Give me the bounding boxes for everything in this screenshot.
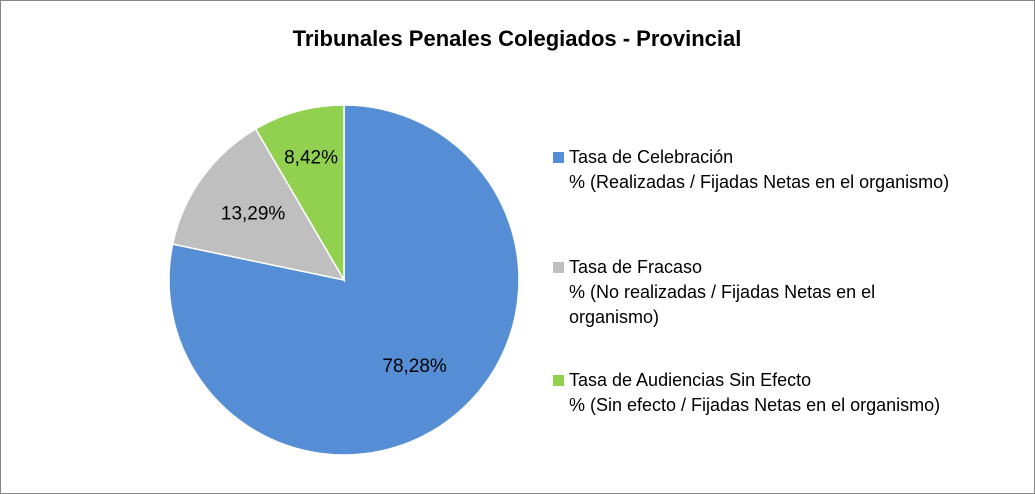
legend-swatch [553,375,564,386]
legend-swatch [553,262,564,273]
legend-label: Tasa de Celebración % (Realizadas / Fija… [569,147,950,192]
legend-label: Tasa de Audiencias Sin Efecto % (Sin efe… [569,370,941,415]
pie-slice [254,104,345,283]
data-label: 78,28% [382,356,447,377]
chart-title: Tribunales Penales Colegiados - Provinci… [293,26,742,51]
legend-label: Tasa de Fracaso % (No realizadas / Fijad… [569,257,876,327]
legend-swatch [553,152,564,163]
data-label: 13,29% [221,204,286,225]
legend-entry: Tasa de Audiencias Sin Efecto % (Sin efe… [553,368,940,418]
legend-entry: Tasa de Fracaso % (No realizadas / Fijad… [553,255,875,330]
pie-slice [171,127,346,282]
data-label: 8,42% [284,147,338,168]
legend-entry: Tasa de Celebración % (Realizadas / Fija… [553,145,949,195]
